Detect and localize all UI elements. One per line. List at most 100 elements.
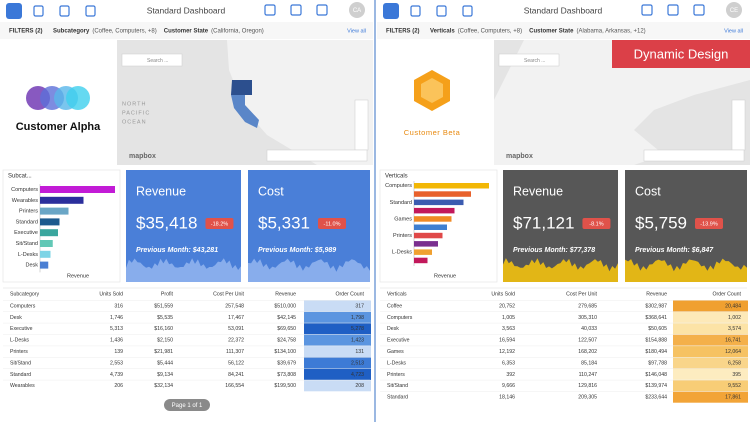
table-header[interactable]: Revenue xyxy=(275,291,296,297)
table-cell: Coffee xyxy=(387,303,402,309)
map-controls[interactable] xyxy=(354,99,369,151)
bar[interactable] xyxy=(40,261,49,269)
avatar[interactable] xyxy=(726,2,742,18)
filter-name[interactable]: Customer State xyxy=(529,29,574,35)
kpi-sparkline xyxy=(248,258,370,282)
bar[interactable] xyxy=(414,216,452,222)
table-cell: 2,553 xyxy=(110,360,123,366)
history-icon[interactable] xyxy=(85,5,96,17)
table-cell: $24,758 xyxy=(277,338,296,344)
bar[interactable] xyxy=(414,191,471,197)
table-header[interactable]: Order Count xyxy=(335,291,364,297)
filter-values[interactable]: (Coffee, Computers, +8) xyxy=(458,29,522,35)
table-cell: 4,739 xyxy=(110,372,123,378)
kpi-change: -11.0% xyxy=(323,221,340,227)
filter-values[interactable]: (California, Oregon) xyxy=(211,29,264,35)
table-cell: $2,150 xyxy=(157,338,173,344)
table-header[interactable]: Order Count xyxy=(712,291,741,297)
heat-cell xyxy=(673,380,748,392)
logo-hexagon-inner xyxy=(421,78,443,103)
bar[interactable] xyxy=(40,240,53,247)
map-controls[interactable] xyxy=(731,99,746,151)
table-cell: 17,467 xyxy=(228,315,244,321)
pager[interactable] xyxy=(164,399,210,411)
bar[interactable] xyxy=(414,183,489,189)
heat-cell xyxy=(304,334,371,346)
bar[interactable] xyxy=(414,232,443,239)
table-cell: 279,685 xyxy=(578,303,597,309)
category-label: L-Desks xyxy=(392,250,412,256)
kpi-previous: Previous Month: $5,989 xyxy=(258,247,336,254)
kpi-previous: Previous Month: $77,378 xyxy=(513,247,595,254)
bookmark-icon[interactable] xyxy=(59,5,70,17)
table-header[interactable]: Verticals xyxy=(387,291,407,297)
table-header[interactable]: Units Sold xyxy=(99,291,123,297)
table-cell: $69,650 xyxy=(277,326,296,332)
filter-name[interactable]: Subcategory xyxy=(53,29,90,35)
table-cell: 84,241 xyxy=(228,372,244,378)
bar[interactable] xyxy=(414,257,428,264)
bar[interactable] xyxy=(414,249,432,255)
table-cell: $32,134 xyxy=(154,383,173,389)
kpi-title: Revenue xyxy=(513,184,563,198)
view-all[interactable]: View all xyxy=(347,28,366,34)
table-header[interactable]: Subcategory xyxy=(10,291,40,297)
table-header[interactable]: Units Sold xyxy=(491,291,515,297)
table-cell: 1,436 xyxy=(110,338,123,344)
share-icon[interactable] xyxy=(693,4,705,16)
bar[interactable] xyxy=(40,196,84,204)
comment-icon[interactable] xyxy=(667,4,679,16)
panel: Standard Dashboard CA FILTERS (2) Subcatego… xyxy=(0,0,373,411)
filter-name[interactable]: Verticals xyxy=(430,29,455,35)
table-cell: 395 xyxy=(732,372,741,378)
table-cell: 208 xyxy=(355,383,364,389)
view-all[interactable]: View all xyxy=(724,28,743,34)
heat-cell xyxy=(673,357,748,369)
map-search[interactable] xyxy=(121,53,183,67)
category-label: Standard xyxy=(16,219,38,225)
table-cell: 20,752 xyxy=(499,303,515,309)
bar[interactable] xyxy=(414,207,455,214)
map-toolbar[interactable] xyxy=(266,149,368,162)
doc-icon[interactable] xyxy=(410,5,421,17)
bar[interactable] xyxy=(40,218,60,226)
bar[interactable] xyxy=(414,241,438,247)
table-cell: Standard xyxy=(10,372,31,378)
table-header[interactable]: Profit xyxy=(161,291,174,297)
filter-values[interactable]: (Alabama, Arkansas, +12) xyxy=(576,29,645,35)
filter-name[interactable]: Customer State xyxy=(164,29,209,35)
kpi-value: $5,331 xyxy=(258,213,310,232)
bar[interactable] xyxy=(414,199,464,206)
table-header[interactable]: Revenue xyxy=(646,291,667,297)
table-header[interactable]: Cost Per Unit xyxy=(213,291,244,297)
filter-icon[interactable] xyxy=(641,4,653,16)
app-icon[interactable] xyxy=(383,3,399,19)
comment-icon[interactable] xyxy=(290,4,302,16)
app-icon[interactable] xyxy=(6,3,22,19)
filter-icon[interactable] xyxy=(264,4,276,16)
kpi-change: -8.1% xyxy=(589,221,603,227)
bar[interactable] xyxy=(40,207,69,215)
table-cell: 392 xyxy=(506,372,515,378)
history-icon[interactable] xyxy=(462,5,473,17)
table-cell: 111,307 xyxy=(226,349,244,355)
table-cell: Standard xyxy=(387,395,408,401)
table-header[interactable]: Cost Per Unit xyxy=(566,291,597,297)
table-cell: 40,033 xyxy=(581,326,597,332)
map-land xyxy=(227,40,373,165)
map-state-california xyxy=(231,95,259,128)
bar[interactable] xyxy=(40,250,51,258)
bar[interactable] xyxy=(40,229,58,237)
share-icon[interactable] xyxy=(316,4,328,16)
bar[interactable] xyxy=(40,186,115,193)
map-toolbar[interactable] xyxy=(643,149,745,162)
filter-values[interactable]: (Coffee, Computers, +8) xyxy=(92,29,156,35)
panel: Standard Dashboard CE FILTERS (2) Verticals… xyxy=(377,0,750,403)
doc-icon[interactable] xyxy=(33,5,44,17)
bar[interactable] xyxy=(414,224,447,231)
table-cell: $5,535 xyxy=(157,315,173,321)
bookmark-icon[interactable] xyxy=(436,5,447,17)
avatar[interactable] xyxy=(349,2,365,18)
kpi-change-badge xyxy=(318,218,346,229)
map-search[interactable] xyxy=(498,53,560,67)
